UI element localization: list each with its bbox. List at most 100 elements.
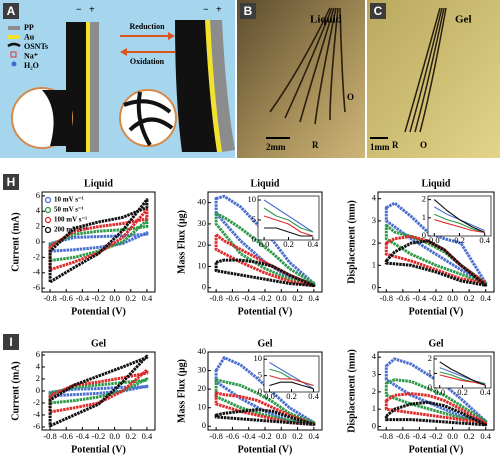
y-tick-label: 10 xyxy=(254,353,263,363)
y-tick-label: 10 xyxy=(248,194,257,204)
y-tick-label: 20 xyxy=(198,239,207,249)
y-axis-label: Displacement (mm) xyxy=(346,200,357,284)
panel-label: C xyxy=(374,4,383,18)
y-tick-label: 3 xyxy=(372,368,376,378)
y-tick-label: 0 xyxy=(428,382,432,392)
legend-swatch xyxy=(7,42,21,48)
chart-title: Liquid xyxy=(84,178,113,189)
x-tick-label: 0.0 xyxy=(276,431,287,441)
y-tick-label: 40 xyxy=(198,197,207,207)
fibers xyxy=(269,7,346,125)
series-line xyxy=(269,381,314,390)
arrow-head xyxy=(168,32,175,40)
series-line xyxy=(48,354,149,428)
y-tick-label: 0 xyxy=(202,420,206,430)
x-tick-label: -0.2 xyxy=(92,293,105,303)
legend-label: 10 mV s⁻¹ xyxy=(54,196,84,204)
zoom-fibers xyxy=(123,91,174,147)
x-tick-label: 0.4 xyxy=(480,431,491,441)
series-line xyxy=(269,375,314,387)
series-line xyxy=(214,378,316,425)
chart-title: Liquid xyxy=(422,178,451,189)
y-tick-label: 0 xyxy=(252,234,256,244)
o-label: O xyxy=(420,140,427,150)
x-axis-label: Potential (V) xyxy=(409,306,464,317)
y-tick-label: 4 xyxy=(372,193,377,203)
panel-a: Reduction Oxidation − + − + xyxy=(0,0,235,158)
panel-label-box xyxy=(3,174,19,190)
x-tick-label: -0.6 xyxy=(226,293,239,303)
y-tick-label: 4 xyxy=(372,351,377,361)
series-line xyxy=(434,213,485,233)
y-tick-label: 0 xyxy=(36,385,40,395)
x-tick-label: 0.0 xyxy=(447,431,458,441)
y-axis-label: Current (mA) xyxy=(10,212,21,272)
series-line xyxy=(263,215,314,237)
series-line xyxy=(384,201,488,285)
x-tick-label: 0.0 xyxy=(276,293,287,303)
series-line xyxy=(439,361,486,386)
x-axis-label: Potential (V) xyxy=(71,306,126,317)
chart-title: Liquid xyxy=(251,178,280,189)
oxidation: Oxidation xyxy=(130,57,165,66)
x-tick-label: -0.4 xyxy=(413,431,427,441)
x-tick-label: -0.4 xyxy=(76,431,90,441)
y-tick-label: 3 xyxy=(372,215,376,225)
y-tick-label: 6 xyxy=(36,190,40,200)
y-axis-label: Mass Flux (μg) xyxy=(176,359,187,423)
r-label: R xyxy=(312,140,319,150)
legend-label: PP xyxy=(24,23,34,32)
x-tick-label: 0.2 xyxy=(292,431,303,441)
x-tick-label: 0.0 xyxy=(434,387,445,397)
legend-label: OSNTs xyxy=(24,42,48,51)
legend-label: 100 mV s⁻¹ xyxy=(54,216,87,224)
inset-frame xyxy=(257,195,320,241)
x-tick-label: 0.0 xyxy=(447,293,458,303)
pp-layer xyxy=(90,22,99,152)
pp-bent xyxy=(210,20,235,152)
panel-label: B xyxy=(244,4,253,18)
y-axis-label: Mass Flux (μg) xyxy=(176,210,187,274)
y-axis-label: Current (mA) xyxy=(10,361,21,421)
x-tick-label: -0.8 xyxy=(209,431,222,441)
x-tick-label: -0.2 xyxy=(258,431,271,441)
y-tick-label: 30 xyxy=(198,218,207,228)
x-tick-label: -0.6 xyxy=(59,431,72,441)
legend-label: H₂O xyxy=(24,61,39,70)
x-tick-label: -0.8 xyxy=(209,293,222,303)
y-tick-label: 0 xyxy=(372,420,376,430)
x-tick-label: 0.4 xyxy=(308,391,319,401)
x-tick-label: -0.6 xyxy=(396,293,409,303)
y-tick-label: 5 xyxy=(252,214,256,224)
series-line xyxy=(263,199,314,233)
x-tick-label: -0.8 xyxy=(43,431,56,441)
y-tick-label: 4 xyxy=(36,361,41,371)
y-tick-label: 2 xyxy=(372,237,376,247)
series-line xyxy=(384,357,488,423)
x-tick-label: -0.8 xyxy=(380,293,393,303)
y-tick-label: 1 xyxy=(372,259,376,269)
y-tick-label: 2 xyxy=(372,386,376,396)
chart-title: Gel xyxy=(91,338,106,349)
y-tick-label: 0 xyxy=(372,282,376,292)
x-tick-label: 0.0 xyxy=(259,239,270,249)
series-line xyxy=(384,239,488,287)
series-line xyxy=(384,400,488,427)
legend-marker xyxy=(44,206,52,214)
x-tick-label: 0.2 xyxy=(283,239,294,249)
series-line xyxy=(214,258,316,288)
y-tick-label: 20 xyxy=(198,383,207,393)
scale-label: 1mm xyxy=(370,142,390,152)
panel-label-box xyxy=(3,3,19,19)
series-line xyxy=(434,219,485,233)
x-tick-label: 0.0 xyxy=(109,431,120,441)
legend-swatch xyxy=(10,51,17,58)
y-tick-label: 0 xyxy=(422,230,426,240)
reduction: Reduction xyxy=(129,22,165,31)
photo-title: Gel xyxy=(455,14,472,26)
x-tick-label: 0.4 xyxy=(309,293,320,303)
y-tick-label: 1 xyxy=(372,403,376,413)
y-tick-label: 2 xyxy=(428,353,432,363)
legend-label: 200 mV s⁻¹ xyxy=(54,226,87,234)
